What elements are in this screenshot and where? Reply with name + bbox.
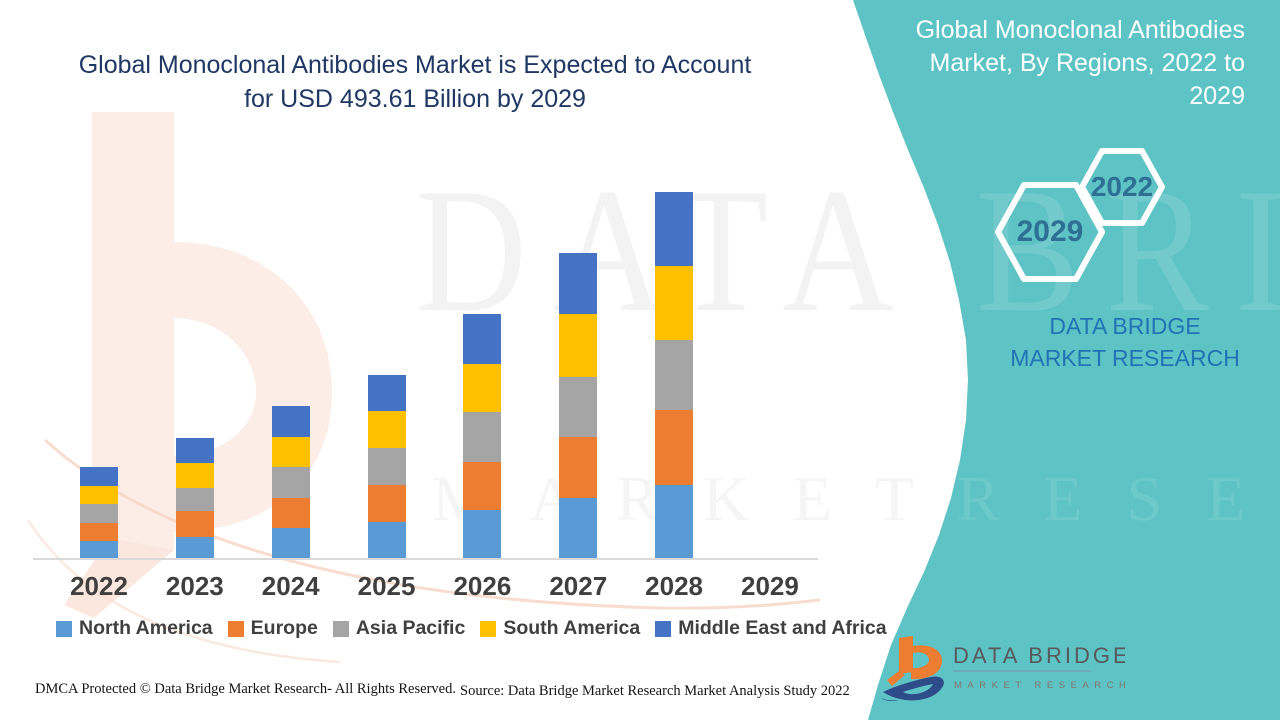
brand-text: DATA BRIDGE MARKET RESEARCH: [1010, 313, 1240, 371]
legend-item-south-america: South America: [480, 617, 640, 640]
legend-item-europe: Europe: [227, 617, 318, 640]
x-label-2024: 2024: [261, 571, 320, 601]
x-label-2025: 2025: [357, 571, 416, 601]
panel-heading: Global Monoclonal Antibodies Market, By …: [915, 16, 1245, 110]
hexagon-2022: [1079, 148, 1165, 226]
bar-2023: [175, 438, 214, 559]
bar-segment-europe-2022: [80, 523, 118, 541]
bar-segment-asia-pacific-2023: [175, 488, 214, 511]
legend-item-asia-pacific: Asia Pacific: [332, 617, 466, 640]
legend-label: South America: [503, 617, 641, 639]
year-hexagons: [995, 148, 1165, 282]
bar-segment-south-america-2025: [367, 411, 406, 448]
bar-segment-europe-2023: [175, 511, 214, 537]
legend-swatch-icon: [655, 620, 672, 637]
bar-segment-south-america-2026: [463, 364, 502, 412]
bar-segment-north-america-2023: [175, 537, 214, 559]
bar-segment-asia-pacific-2028: [655, 340, 694, 410]
x-axis-line: [33, 558, 818, 560]
bar-segment-asia-pacific-2026: [463, 412, 502, 462]
x-label-2023: 2023: [165, 571, 224, 601]
bar-2027: [559, 253, 598, 559]
bar-segment-north-america-2022: [80, 541, 118, 559]
x-label-2028: 2028: [645, 571, 704, 601]
bar-segment-north-america-2027: [559, 498, 598, 559]
bar-2028: [655, 192, 694, 559]
x-label-2027: 2027: [549, 571, 608, 601]
legend-label: Europe: [250, 617, 318, 639]
bar-segment-south-america-2027: [559, 314, 598, 377]
bar-2025: [367, 375, 406, 559]
bar-2022: [80, 467, 118, 559]
bar-segment-europe-2026: [463, 462, 502, 510]
bar-segment-europe-2024: [271, 498, 310, 528]
bar-segment-asia-pacific-2022: [80, 504, 118, 523]
bar-segment-south-america-2028: [655, 266, 694, 340]
legend-item-middle-east-and-africa: Middle East and Africa: [655, 617, 887, 640]
legend-swatch-icon: [56, 620, 72, 637]
bar-segment-middle-east-and-africa-2023: [175, 438, 214, 463]
bar-segment-middle-east-and-africa-2026: [463, 314, 502, 364]
hexagon-2029: [995, 182, 1105, 282]
chart-title: Global Monoclonal Antibodies Market is E…: [70, 48, 760, 116]
legend-swatch-icon: [480, 620, 497, 637]
x-label-2029: 2029: [741, 571, 799, 601]
data-bridge-logo: DATA BRIDGE MARKET RESEARCH: [881, 636, 1125, 702]
legend-label: North America: [79, 617, 213, 639]
chart-title-line1: Global Monoclonal Antibodies Market is E…: [78, 51, 752, 79]
bar-segment-middle-east-and-africa-2022: [80, 467, 118, 486]
chart-legend: North America Europe Asia Pacific South Ame…: [56, 617, 887, 640]
bar-segment-south-america-2023: [175, 463, 214, 488]
hexagon-year-2029: 2029: [1016, 215, 1084, 248]
legend-swatch-icon: [227, 620, 244, 637]
bar-segment-north-america-2024: [271, 528, 310, 559]
bar-2024: [271, 406, 310, 559]
bar-segment-asia-pacific-2024: [271, 467, 310, 498]
legend-label: Middle East and Africa: [678, 617, 887, 639]
bar-segment-north-america-2028: [655, 485, 694, 559]
bar-segment-middle-east-and-africa-2025: [367, 375, 406, 411]
bar-segment-north-america-2025: [367, 522, 406, 559]
bar-segment-europe-2027: [559, 437, 598, 498]
hexagon-year-2022: 2022: [1090, 171, 1154, 202]
bar-segment-asia-pacific-2027: [559, 377, 598, 437]
bar-segment-asia-pacific-2025: [367, 448, 406, 485]
chart-title-line2: for USD 493.61 Billion by 2029: [244, 85, 586, 113]
bar-segment-europe-2025: [367, 485, 406, 522]
legend-swatch-icon: [332, 620, 349, 637]
bar-segment-europe-2028: [655, 410, 694, 485]
bar-segment-middle-east-and-africa-2027: [559, 253, 598, 314]
legend-label: Asia Pacific: [355, 617, 466, 639]
x-label-2026: 2026: [453, 571, 512, 601]
bar-segment-middle-east-and-africa-2028: [655, 192, 694, 266]
legend-item-north-america: North America: [56, 617, 213, 640]
source-note: Source: Data Bridge Market Research Mark…: [460, 683, 850, 699]
bar-2026: [463, 314, 502, 559]
dmca-notice: DMCA Protected © Data Bridge Market Rese…: [35, 681, 456, 697]
logo-sub: MARKET RESEARCH: [954, 680, 1125, 691]
bar-segment-middle-east-and-africa-2024: [271, 406, 310, 437]
bar-segment-south-america-2022: [80, 486, 118, 504]
bar-segment-south-america-2024: [271, 437, 310, 467]
bar-segment-north-america-2026: [463, 510, 502, 559]
x-label-2022: 2022: [70, 571, 128, 601]
logo-mark-b-icon: [881, 636, 944, 702]
logo-name: DATA BRIDGE: [953, 643, 1125, 668]
